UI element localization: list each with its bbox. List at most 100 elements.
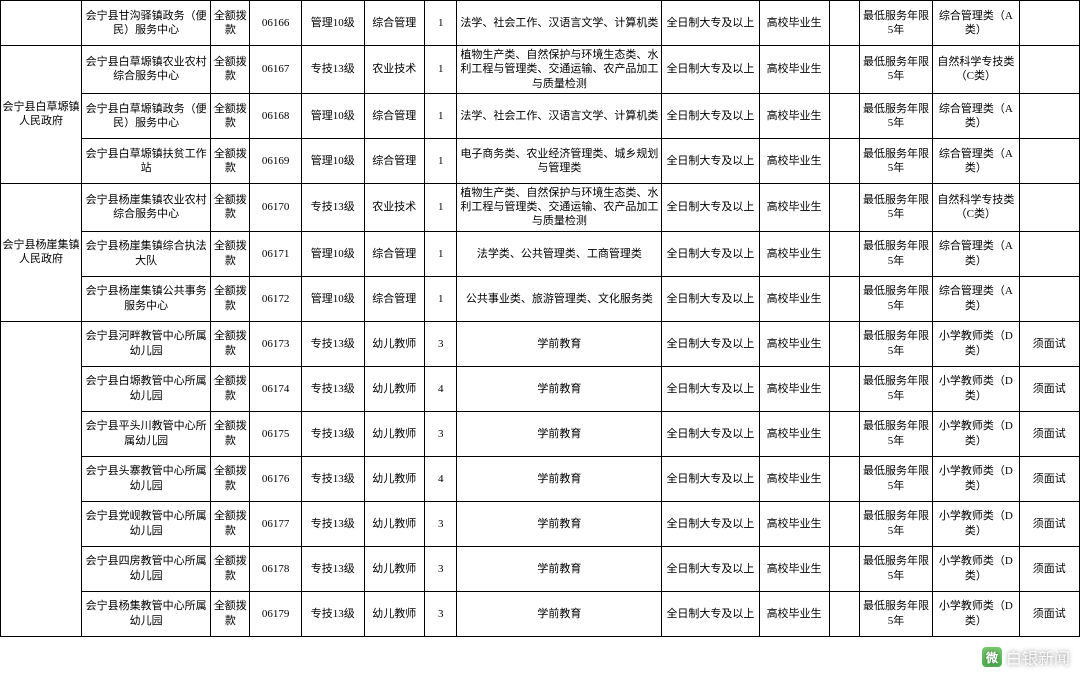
cell: 高校毕业生 bbox=[759, 546, 829, 591]
table-row: 会宁县杨崖集镇综合执法大队全额拨款06171管理10级综合管理1法学类、公共管理… bbox=[1, 231, 1080, 276]
cell: 专技13级 bbox=[302, 591, 365, 636]
cell: 须面试 bbox=[1019, 546, 1080, 591]
cell: 3 bbox=[425, 321, 457, 366]
cell: 专技13级 bbox=[302, 456, 365, 501]
cell: 综合管理 bbox=[364, 1, 424, 46]
cell: 小学教师类（D类） bbox=[933, 411, 1019, 456]
cell: 须面试 bbox=[1019, 501, 1080, 546]
cell bbox=[1019, 276, 1080, 321]
cell: 自然科学专技类（C类） bbox=[933, 183, 1019, 231]
cell: 植物生产类、自然保护与环境生态类、水利工程与管理类、交通运输、农产品加工与质量检… bbox=[457, 46, 662, 94]
cell: 公共事业类、旅游管理类、文化服务类 bbox=[457, 276, 662, 321]
cell: 全额拨款 bbox=[211, 321, 250, 366]
cell: 06178 bbox=[250, 546, 302, 591]
cell: 高校毕业生 bbox=[759, 366, 829, 411]
cell: 专技13级 bbox=[302, 411, 365, 456]
cell bbox=[829, 183, 859, 231]
table-row: 会宁县杨集教管中心所属幼儿园全额拨款06179专技13级幼儿教师3学前教育全日制… bbox=[1, 591, 1080, 636]
cell: 法学、社会工作、汉语言文学、计算机类 bbox=[457, 1, 662, 46]
table-row: 会宁县白草塬镇政务（便民）服务中心全额拨款06168管理10级综合管理1法学、社… bbox=[1, 93, 1080, 138]
cell-dept bbox=[1, 321, 82, 636]
cell bbox=[1019, 46, 1080, 94]
cell: 1 bbox=[425, 138, 457, 183]
cell: 最低服务年限5年 bbox=[859, 276, 932, 321]
cell: 全额拨款 bbox=[211, 1, 250, 46]
cell: 综合管理类（A类） bbox=[933, 93, 1019, 138]
cell: 专技13级 bbox=[302, 46, 365, 94]
cell: 高校毕业生 bbox=[759, 456, 829, 501]
watermark-text: 白银新闻 bbox=[1006, 645, 1070, 669]
cell: 全日制大专及以上 bbox=[662, 46, 759, 94]
table-row: 会宁县白塬教管中心所属幼儿园全额拨款06174专技13级幼儿教师4学前教育全日制… bbox=[1, 366, 1080, 411]
cell: 学前教育 bbox=[457, 591, 662, 636]
cell: 自然科学专技类（C类） bbox=[933, 46, 1019, 94]
cell: 1 bbox=[425, 46, 457, 94]
cell: 高校毕业生 bbox=[759, 183, 829, 231]
table-row: 会宁县四房教管中心所属幼儿园全额拨款06178专技13级幼儿教师3学前教育全日制… bbox=[1, 546, 1080, 591]
table-row: 会宁县白草塬镇扶贫工作站全额拨款06169管理10级综合管理1电子商务类、农业经… bbox=[1, 138, 1080, 183]
cell bbox=[829, 321, 859, 366]
cell: 全日制大专及以上 bbox=[662, 231, 759, 276]
cell: 06166 bbox=[250, 1, 302, 46]
cell: 小学教师类（D类） bbox=[933, 501, 1019, 546]
cell: 全额拨款 bbox=[211, 231, 250, 276]
cell: 会宁县河畔教管中心所属幼儿园 bbox=[81, 321, 210, 366]
cell: 专技13级 bbox=[302, 321, 365, 366]
cell: 会宁县头寨教管中心所属幼儿园 bbox=[81, 456, 210, 501]
cell: 全额拨款 bbox=[211, 276, 250, 321]
cell: 最低服务年限5年 bbox=[859, 321, 932, 366]
cell: 综合管理类（A类） bbox=[933, 1, 1019, 46]
cell: 全日制大专及以上 bbox=[662, 366, 759, 411]
cell: 会宁县杨崖集镇农业农村综合服务中心 bbox=[81, 183, 210, 231]
cell: 高校毕业生 bbox=[759, 231, 829, 276]
cell: 管理10级 bbox=[302, 93, 365, 138]
cell bbox=[829, 456, 859, 501]
cell: 06169 bbox=[250, 138, 302, 183]
cell: 06177 bbox=[250, 501, 302, 546]
cell: 最低服务年限5年 bbox=[859, 93, 932, 138]
cell: 会宁县甘沟驿镇政务（便民）服务中心 bbox=[81, 1, 210, 46]
cell: 须面试 bbox=[1019, 366, 1080, 411]
cell: 农业技术 bbox=[364, 46, 424, 94]
cell: 最低服务年限5年 bbox=[859, 591, 932, 636]
cell: 06170 bbox=[250, 183, 302, 231]
cell: 专技13级 bbox=[302, 501, 365, 546]
cell: 综合管理 bbox=[364, 138, 424, 183]
cell: 1 bbox=[425, 93, 457, 138]
cell bbox=[829, 366, 859, 411]
cell: 全日制大专及以上 bbox=[662, 546, 759, 591]
cell: 最低服务年限5年 bbox=[859, 138, 932, 183]
cell: 3 bbox=[425, 501, 457, 546]
cell: 学前教育 bbox=[457, 546, 662, 591]
cell: 会宁县白草塬镇政务（便民）服务中心 bbox=[81, 93, 210, 138]
cell-dept: 会宁县白草塬镇人民政府 bbox=[1, 46, 82, 184]
cell: 最低服务年限5年 bbox=[859, 546, 932, 591]
cell: 高校毕业生 bbox=[759, 138, 829, 183]
table-row: 会宁县杨崖集镇公共事务服务中心全额拨款06172管理10级综合管理1公共事业类、… bbox=[1, 276, 1080, 321]
cell bbox=[1019, 183, 1080, 231]
cell: 全额拨款 bbox=[211, 183, 250, 231]
cell: 学前教育 bbox=[457, 456, 662, 501]
cell: 幼儿教师 bbox=[364, 321, 424, 366]
cell: 最低服务年限5年 bbox=[859, 366, 932, 411]
table-row: 会宁县党岘教管中心所属幼儿园全额拨款06177专技13级幼儿教师3学前教育全日制… bbox=[1, 501, 1080, 546]
table-row: 会宁县白草塬镇人民政府会宁县白草塬镇农业农村综合服务中心全额拨款06167专技1… bbox=[1, 46, 1080, 94]
cell bbox=[1019, 93, 1080, 138]
cell: 农业技术 bbox=[364, 183, 424, 231]
cell: 全额拨款 bbox=[211, 546, 250, 591]
cell: 幼儿教师 bbox=[364, 411, 424, 456]
cell: 会宁县平头川教管中心所属幼儿园 bbox=[81, 411, 210, 456]
cell: 管理10级 bbox=[302, 276, 365, 321]
table-row: 会宁县头寨教管中心所属幼儿园全额拨款06176专技13级幼儿教师4学前教育全日制… bbox=[1, 456, 1080, 501]
cell: 全额拨款 bbox=[211, 46, 250, 94]
cell: 幼儿教师 bbox=[364, 456, 424, 501]
cell: 学前教育 bbox=[457, 321, 662, 366]
cell: 4 bbox=[425, 456, 457, 501]
cell: 小学教师类（D类） bbox=[933, 591, 1019, 636]
cell bbox=[829, 546, 859, 591]
cell: 最低服务年限5年 bbox=[859, 456, 932, 501]
cell: 小学教师类（D类） bbox=[933, 456, 1019, 501]
cell: 全额拨款 bbox=[211, 93, 250, 138]
cell: 全日制大专及以上 bbox=[662, 93, 759, 138]
cell: 小学教师类（D类） bbox=[933, 366, 1019, 411]
